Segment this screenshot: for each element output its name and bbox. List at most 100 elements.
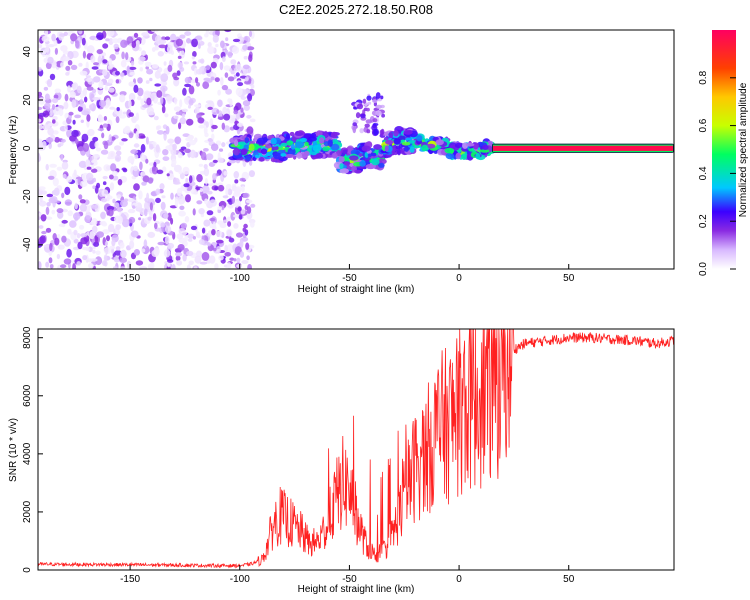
snr-y-label: SNR (10 * v/v) <box>8 418 19 482</box>
noise-blob <box>107 64 113 70</box>
noise-blob <box>223 125 230 133</box>
noise-blob <box>78 160 87 168</box>
noise-blob <box>128 66 137 70</box>
noise-blob <box>92 177 96 183</box>
noise-blob <box>157 51 164 57</box>
noise-blob <box>167 259 174 263</box>
plume-blob <box>375 92 381 99</box>
noise-blob <box>226 229 232 237</box>
noise-blob <box>43 244 51 248</box>
noise-blob <box>224 30 232 33</box>
plume-blob <box>373 128 379 136</box>
noise-blob <box>210 143 219 151</box>
noise-blob <box>108 87 115 93</box>
noise-blob <box>51 104 56 110</box>
noise-blob <box>38 118 42 123</box>
noise-blob <box>113 255 121 263</box>
noise-blob <box>212 34 219 43</box>
noise-blob <box>81 133 89 143</box>
noise-blob <box>103 116 108 121</box>
plume-blob <box>355 112 361 119</box>
noise-blob <box>188 85 195 95</box>
snr-marks <box>38 329 674 569</box>
noise-blob <box>153 115 159 121</box>
noise-blob <box>139 161 143 171</box>
snr-panel: -150 -100 -50 0 50 0 2000 4000 6000 8000 Height … <box>8 326 675 595</box>
noise-blob <box>202 81 210 89</box>
noise-blob <box>76 85 82 94</box>
noise-blob <box>92 88 97 94</box>
y-tick-label: 0 <box>22 145 33 151</box>
noise-blob <box>223 219 228 223</box>
noise-blob <box>178 210 186 217</box>
band-blob <box>258 157 265 162</box>
noise-blob <box>225 37 229 42</box>
noise-blob <box>207 242 211 247</box>
noise-blob <box>164 36 171 41</box>
noise-blob <box>162 149 169 156</box>
noise-blob <box>45 216 53 220</box>
noise-blob <box>108 223 115 233</box>
noise-blob <box>214 263 219 269</box>
noise-blob <box>148 208 152 215</box>
noise-blob <box>79 90 85 99</box>
noise-blob <box>92 185 96 189</box>
noise-blob <box>149 143 154 150</box>
noise-blob <box>80 233 88 238</box>
colorbar-tick-label: 0.2 <box>698 214 709 228</box>
noise-blob <box>235 87 243 97</box>
noise-blob <box>137 96 142 101</box>
band-blob <box>338 156 345 163</box>
noise-blob <box>215 43 219 48</box>
noise-blob <box>217 89 221 96</box>
noise-blob <box>49 73 56 81</box>
noise-blob <box>160 96 164 105</box>
noise-blob <box>52 177 59 187</box>
noise-blob <box>212 159 218 163</box>
noise-blob <box>106 205 115 211</box>
noise-blob <box>41 35 50 43</box>
noise-blob <box>216 249 221 253</box>
noise-blob <box>216 109 220 114</box>
noise-blob <box>196 200 203 205</box>
noise-blob <box>217 220 224 225</box>
spectrogram-marks <box>38 30 674 269</box>
noise-blob <box>128 92 136 102</box>
noise-blob <box>196 250 202 258</box>
noise-blob <box>137 77 143 84</box>
noise-blob <box>224 252 231 257</box>
noise-blob <box>81 37 86 46</box>
spectrogram-frame <box>37 29 675 270</box>
noise-blob <box>182 166 190 175</box>
noise-blob <box>146 192 150 202</box>
noise-blob <box>205 153 214 161</box>
noise-blob <box>178 200 183 205</box>
band-blob <box>339 168 350 174</box>
noise-blob <box>45 137 54 143</box>
noise-blob <box>213 247 217 252</box>
noise-blob <box>220 40 225 49</box>
spectrogram-x-label: Height of straight line (km) <box>298 284 415 295</box>
plume-blob <box>356 103 364 110</box>
noise-blob <box>102 59 108 64</box>
noise-blob <box>77 176 81 186</box>
noise-blob <box>240 107 244 113</box>
noise-blob <box>99 100 107 107</box>
noise-blob <box>232 38 241 43</box>
noise-blob <box>114 250 122 256</box>
noise-blob <box>85 159 91 166</box>
noise-blob <box>115 79 120 84</box>
y-tick-label: 4000 <box>22 442 33 465</box>
noise-blob <box>171 264 176 269</box>
band-blob <box>445 152 455 160</box>
noise-blob <box>152 166 156 172</box>
noise-blob <box>51 209 56 215</box>
band-blob <box>322 146 330 152</box>
noise-blob <box>179 34 186 39</box>
noise-blob <box>101 198 107 203</box>
band-blob <box>260 148 268 155</box>
noise-blob <box>239 177 246 182</box>
noise-blob <box>173 106 181 112</box>
noise-blob <box>184 233 189 242</box>
plume-blob <box>367 101 372 105</box>
